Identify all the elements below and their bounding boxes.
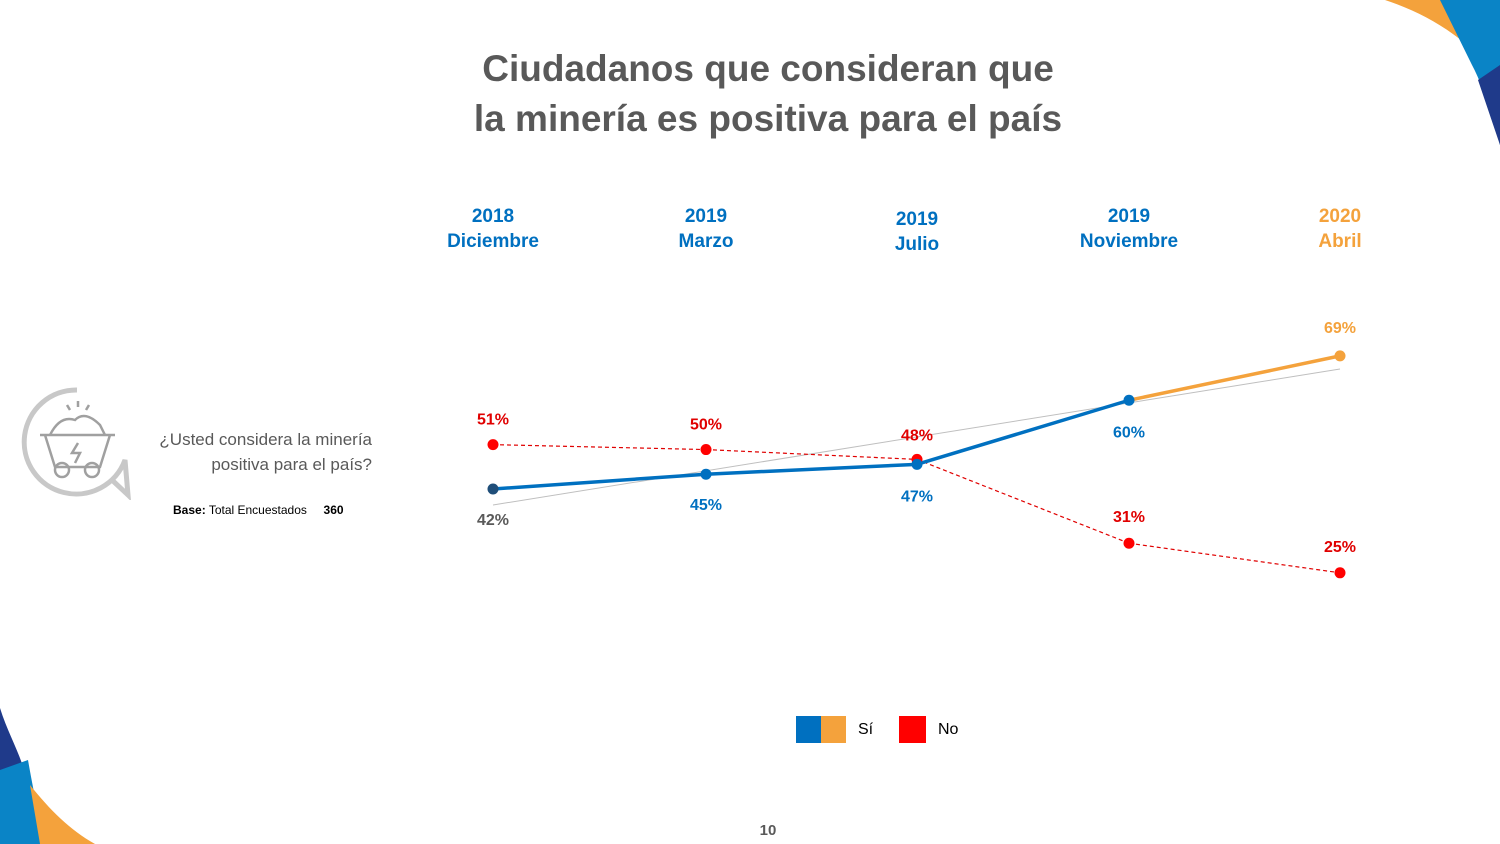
period-month: Abril [1318, 231, 1362, 252]
legend-item-si: Sí [796, 716, 873, 743]
period-month: Julio [894, 234, 940, 255]
si-line-segment [1128, 354, 1341, 402]
period-year: 2019 [684, 206, 728, 227]
question-text: ¿Usted considera la minería positiva para… [120, 427, 372, 477]
no-point [487, 439, 499, 451]
period-month: Diciembre [447, 231, 539, 252]
no-line-segment [1128, 542, 1341, 574]
period-label: 2019 Marzo [606, 204, 806, 254]
base-text: Total Encuestados [208, 503, 307, 517]
legend-swatch-orange [821, 716, 846, 743]
period-year: 2019 [1107, 206, 1151, 227]
period-label: 2019 Noviembre [1029, 204, 1229, 254]
period-label: 2019 Julio [817, 207, 1017, 257]
no-point [700, 444, 712, 456]
question-line2: positiva para el país? [211, 455, 372, 474]
no-point [1334, 567, 1346, 579]
base-label: Base: [173, 503, 206, 517]
si-data-label: 45% [690, 497, 722, 514]
title-line1: Ciudadanos que consideran que [482, 48, 1054, 89]
si-point [487, 483, 499, 495]
period-year: 2019 [895, 209, 939, 230]
si-point [1334, 350, 1346, 362]
period-year: 2020 [1318, 206, 1362, 227]
si-line-segment [492, 472, 707, 491]
no-line-segment [492, 444, 707, 451]
legend-label-no: No [938, 720, 959, 738]
si-point [700, 468, 712, 480]
si-line-segment [705, 462, 918, 476]
no-data-label: 25% [1324, 539, 1356, 556]
si-data-label: 47% [901, 488, 933, 505]
no-data-label: 31% [1113, 509, 1145, 526]
period-month: Noviembre [1079, 231, 1179, 252]
si-point [911, 458, 923, 470]
no-point [1123, 537, 1135, 549]
no-data-label: 51% [477, 412, 509, 429]
no-line-segment [705, 448, 918, 461]
no-data-label: 48% [901, 427, 933, 444]
legend-label-si: Sí [858, 720, 874, 738]
si-data-label: 60% [1113, 424, 1145, 441]
mining-cart-icon [21, 387, 131, 500]
trendline [492, 368, 1341, 506]
legend-item-no: No [899, 716, 958, 743]
question-line1: ¿Usted considera la minería [159, 430, 372, 449]
base-note: Base: Total Encuestados 360 [173, 503, 344, 517]
si-data-label: 42% [477, 512, 509, 529]
period-month: Marzo [678, 231, 734, 252]
si-point [1123, 394, 1135, 406]
period-label: 2020 Abril [1240, 204, 1440, 254]
legend-swatch-blue [796, 716, 821, 743]
base-value: 360 [323, 503, 344, 517]
si-data-label: 69% [1324, 320, 1356, 337]
legend-swatch-red [899, 716, 926, 743]
page-number: 10 [759, 822, 777, 839]
si-line-segment [916, 398, 1130, 467]
no-line-segment [916, 458, 1130, 544]
title-line2: la minería es positiva para el país [473, 98, 1063, 139]
page-title: Ciudadanos que consideran que la minería … [400, 44, 1136, 144]
period-label: 2018 Diciembre [393, 204, 593, 254]
period-year: 2018 [471, 206, 515, 227]
no-data-label: 50% [690, 417, 722, 434]
